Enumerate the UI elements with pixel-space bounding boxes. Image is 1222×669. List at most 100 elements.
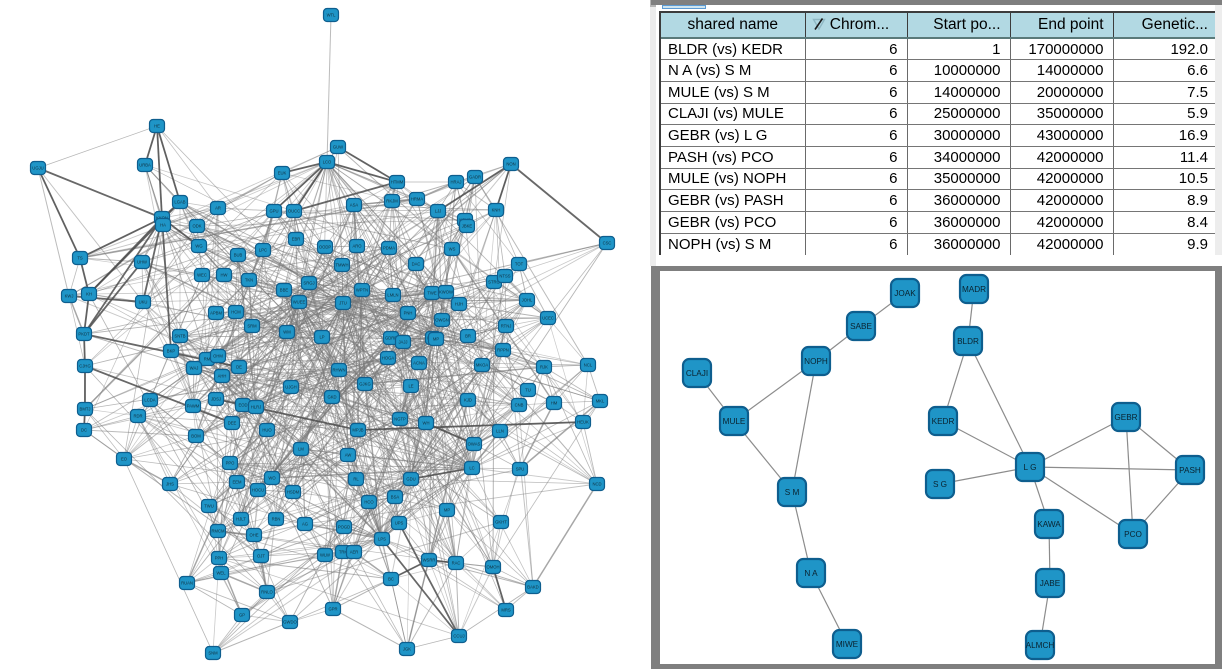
svg-text:PCO: PCO xyxy=(1124,530,1142,539)
svg-text:RHWN: RHWN xyxy=(332,368,345,373)
svg-text:CSC: CSC xyxy=(603,241,612,246)
svg-text:TWE: TWE xyxy=(427,291,437,296)
svg-text:GJKG: GJKG xyxy=(359,382,370,387)
svg-text:OWGN: OWGN xyxy=(435,318,449,323)
svg-text:PAWM: PAWM xyxy=(187,404,200,409)
svg-text:GEBR: GEBR xyxy=(1114,413,1137,422)
svg-text:OMOH: OMOH xyxy=(486,565,499,570)
svg-text:BSA: BSA xyxy=(391,495,400,500)
svg-text:GDU: GDU xyxy=(406,477,415,482)
svg-text:DC: DC xyxy=(81,428,87,433)
svg-text:N A: N A xyxy=(804,569,818,578)
svg-text:SNM: SNM xyxy=(208,651,218,656)
svg-text:OHM: OHM xyxy=(213,354,223,359)
svg-text:WO: WO xyxy=(268,476,276,481)
svg-text:WAJ: WAJ xyxy=(190,366,199,371)
svg-text:JTU: JTU xyxy=(339,301,347,306)
svg-text:HRMA: HRMA xyxy=(411,197,424,202)
svg-text:SPU: SPU xyxy=(516,467,525,472)
svg-text:MRS: MRS xyxy=(501,608,511,613)
svg-text:HTMM: HTMM xyxy=(391,180,404,185)
svg-text:CJHG: CJHG xyxy=(79,364,90,369)
svg-text:GDRB: GDRB xyxy=(385,336,397,341)
svg-text:LJJ: LJJ xyxy=(435,209,442,214)
svg-text:WEC: WEC xyxy=(197,273,207,278)
svg-text:MP: MP xyxy=(444,508,450,513)
svg-text:TRK: TRK xyxy=(339,550,348,555)
svg-text:HJH: HJH xyxy=(455,302,463,307)
svg-text:GWDO: GWDO xyxy=(283,620,297,625)
svg-text:DEE: DEE xyxy=(228,421,237,426)
svg-text:EUK: EUK xyxy=(278,171,287,176)
svg-text:RKJM: RKJM xyxy=(386,199,398,204)
svg-text:RAC: RAC xyxy=(452,561,461,566)
svg-text:MPJB: MPJB xyxy=(352,428,363,433)
svg-text:BMTJ: BMTJ xyxy=(80,407,91,412)
svg-text:KEDR: KEDR xyxy=(932,417,955,426)
svg-text:PKDT: PKDT xyxy=(78,332,90,337)
svg-text:RPPN: RPPN xyxy=(497,348,509,353)
svg-text:LMLN: LMLN xyxy=(387,293,398,298)
svg-text:HW: HW xyxy=(221,273,228,278)
svg-text:CLAJI: CLAJI xyxy=(686,369,708,378)
svg-text:RUAN: RUAN xyxy=(181,581,193,586)
svg-text:L G: L G xyxy=(1024,463,1037,472)
svg-text:UKU: UKU xyxy=(139,300,148,305)
svg-text:GKD: GKD xyxy=(327,395,336,400)
svg-text:HA: HA xyxy=(160,223,166,228)
svg-text:OHE: OHE xyxy=(249,533,258,538)
svg-text:WEL: WEL xyxy=(216,571,226,576)
svg-text:RMCM: RMCM xyxy=(211,529,225,534)
svg-text:UGJU: UGJU xyxy=(32,166,43,171)
svg-text:MIWE: MIWE xyxy=(836,640,859,649)
svg-text:OJT: OJT xyxy=(257,554,265,559)
svg-text:WTL: WTL xyxy=(327,13,337,18)
svg-text:KWJ: KWJ xyxy=(65,294,74,299)
svg-text:HJLT: HJLT xyxy=(236,517,246,522)
svg-text:LC: LC xyxy=(469,466,474,471)
svg-text:EOD: EOD xyxy=(238,403,247,408)
svg-text:RJK: RJK xyxy=(540,365,548,370)
svg-text:NOPH: NOPH xyxy=(804,357,828,366)
svg-text:WS: WS xyxy=(449,247,456,252)
svg-text:HCM: HCM xyxy=(231,310,241,315)
svg-text:BOM: BOM xyxy=(191,434,201,439)
svg-text:LPC: LPC xyxy=(259,248,267,253)
svg-text:RM: RM xyxy=(204,357,211,362)
svg-text:HM: HM xyxy=(551,401,558,406)
svg-text:TKN: TKN xyxy=(245,278,253,283)
svg-text:BAKD: BAKD xyxy=(527,585,538,590)
svg-text:TU: TU xyxy=(525,388,531,393)
svg-text:BKP: BKP xyxy=(167,349,176,354)
svg-text:WUEE: WUEE xyxy=(293,300,306,305)
svg-text:KNH: KNH xyxy=(492,208,501,213)
svg-text:HOCU: HOCU xyxy=(252,488,264,493)
svg-text:S M: S M xyxy=(785,488,800,497)
svg-text:WG: WG xyxy=(195,244,202,249)
svg-text:JOHL: JOHL xyxy=(522,298,533,303)
svg-text:TS: TS xyxy=(77,256,83,261)
svg-text:EEM: EEM xyxy=(232,480,242,485)
svg-text:GUW: GUW xyxy=(333,145,343,150)
svg-text:LCDA: LCDA xyxy=(144,398,155,403)
svg-text:STRG: STRG xyxy=(488,280,500,285)
svg-text:DAC: DAC xyxy=(412,262,421,267)
svg-text:GPR: GPR xyxy=(328,607,337,612)
svg-text:LE: LE xyxy=(408,384,413,389)
svg-text:HEUK: HEUK xyxy=(577,420,589,425)
svg-text:WLW: WLW xyxy=(320,553,330,558)
svg-text:JABE: JABE xyxy=(1040,579,1061,588)
svg-text:NTSS: NTSS xyxy=(499,274,510,279)
svg-text:UJGH: UJGH xyxy=(285,385,296,390)
svg-text:SNTB: SNTB xyxy=(174,334,185,339)
svg-text:ODK: ODK xyxy=(192,224,201,229)
svg-text:PPO: PPO xyxy=(226,461,236,466)
svg-text:OUCC: OUCC xyxy=(288,209,300,214)
svg-text:MP: MP xyxy=(433,337,439,342)
svg-text:EBR: EBR xyxy=(292,237,301,242)
svg-text:HSDM: HSDM xyxy=(287,490,300,495)
svg-text:PDMA: PDMA xyxy=(383,246,395,251)
svg-text:PASH: PASH xyxy=(1179,466,1201,475)
svg-text:NON: NON xyxy=(506,162,515,167)
svg-text:BBE: BBE xyxy=(280,288,289,293)
